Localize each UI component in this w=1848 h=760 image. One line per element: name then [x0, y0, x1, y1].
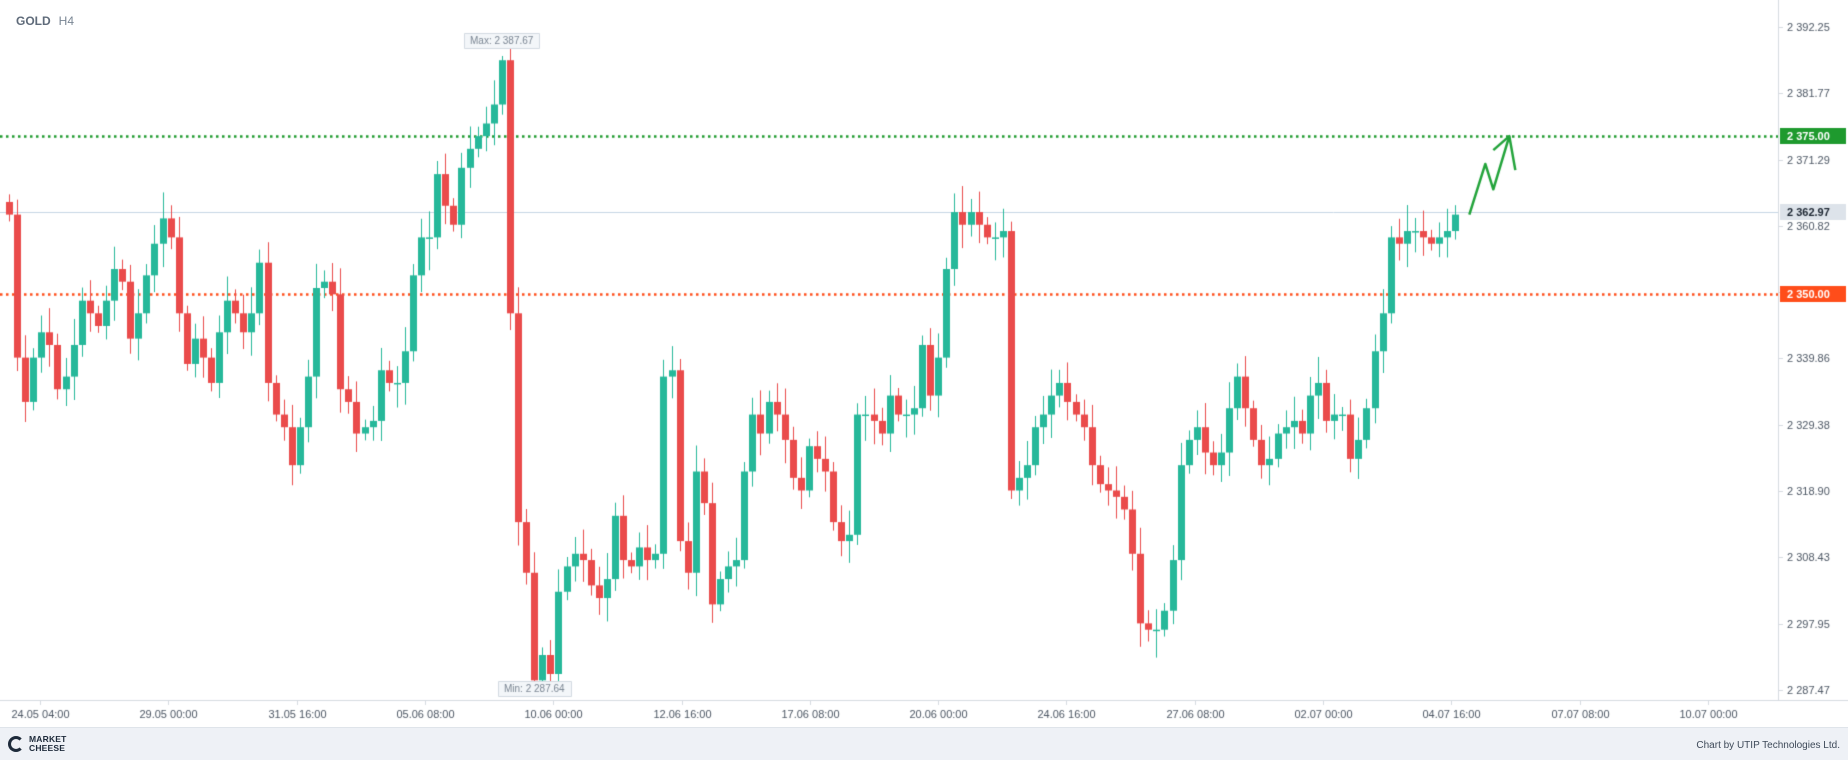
- brand-logo: MARKET CHEESE: [8, 735, 67, 752]
- chart-symbol: GOLD H4: [16, 14, 74, 28]
- chart-footer: MARKET CHEESE Chart by UTIP Technologies…: [0, 727, 1848, 760]
- brand-line2: CHEESE: [29, 742, 66, 753]
- candlestick-chart[interactable]: [0, 0, 1848, 727]
- symbol-name: GOLD: [16, 14, 51, 28]
- brand-icon: [8, 735, 24, 752]
- brand-line1: MARKET: [29, 734, 67, 744]
- timeframe-label: H4: [58, 14, 75, 28]
- chart-credit: Chart by UTIP Technologies Ltd.: [1696, 740, 1840, 751]
